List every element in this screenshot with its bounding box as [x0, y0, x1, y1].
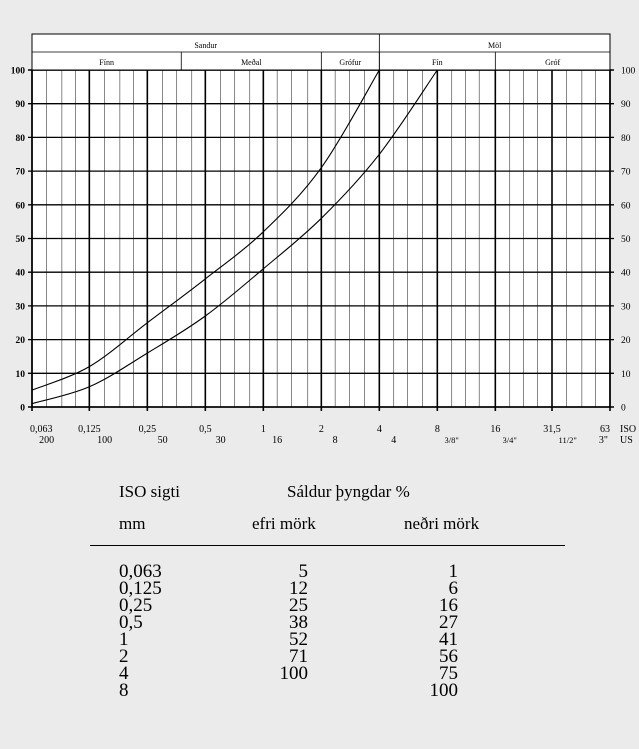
y-tick-label-left: 10	[16, 370, 26, 380]
x-tick-label-iso: 0,125	[78, 424, 101, 435]
x-tick-label-iso: 0,5	[199, 424, 212, 435]
table-rule	[90, 545, 565, 546]
iso-cell: 0,125	[119, 578, 162, 599]
table-row: 0,125 12 6	[0, 578, 639, 599]
y-tick-label-left: 90	[16, 100, 26, 110]
table-row: 4 100 75	[0, 663, 639, 684]
y-tick-label-right: 40	[621, 269, 631, 279]
passing-header: Sáldur þyngdar %	[287, 482, 410, 501]
table-row: 0,5 38 27	[0, 612, 639, 633]
classification-label: Möl	[488, 41, 502, 50]
y-tick-label-left: 0	[20, 404, 25, 414]
y-tick-label-left: 30	[16, 302, 26, 312]
upper-cell: 52	[289, 629, 308, 650]
table-row: 8 100	[0, 680, 639, 701]
x-axis-label-iso: ISO	[620, 424, 636, 435]
iso-cell: 2	[119, 646, 129, 667]
iso-cell: 1	[119, 629, 129, 650]
y-tick-label-left: 20	[16, 336, 26, 346]
x-tick-label-iso: 0,25	[139, 424, 157, 435]
x-tick-label-iso: 0,063	[30, 424, 53, 435]
lower-cell: 6	[448, 578, 459, 599]
x-tick-label-us: 4	[391, 435, 396, 446]
upper-cell: 100	[279, 663, 309, 684]
upper-limit-header: efri mörk	[252, 514, 316, 533]
iso-sieve-header: ISO sigti	[119, 482, 180, 501]
x-tick-label-iso: 2	[319, 424, 324, 435]
x-tick-label-us: 30	[216, 435, 226, 446]
x-tick-label-iso: 8	[435, 424, 440, 435]
x-tick-label-us: 8	[333, 435, 338, 446]
y-tick-label-right: 50	[621, 235, 631, 245]
y-tick-label-right: 10	[621, 370, 631, 380]
classification-sublabel: Meðal	[241, 58, 262, 67]
x-tick-label-us: 100	[97, 435, 112, 446]
x-tick-label-us: 3"	[599, 435, 608, 446]
upper-cell: 25	[289, 595, 308, 616]
lower-cell: 1	[448, 561, 459, 582]
iso-cell: 0,5	[119, 612, 143, 633]
x-tick-label-iso: 1	[261, 424, 266, 435]
x-tick-label-iso: 16	[490, 424, 500, 435]
x-tick-label-iso: 31,5	[543, 424, 561, 435]
x-tick-label-iso: 63	[600, 424, 610, 435]
y-tick-label-left: 80	[16, 134, 26, 144]
y-tick-label-right: 0	[621, 404, 626, 414]
lower-cell: 56	[439, 646, 458, 667]
x-axis-label-us: US	[620, 435, 633, 446]
y-tick-label-right: 90	[621, 100, 631, 110]
iso-cell: 8	[119, 680, 129, 701]
upper-cell: 12	[289, 578, 308, 599]
classification-sublabel: Fín	[432, 58, 443, 67]
table-row: 2 71 56	[0, 646, 639, 667]
table-row: 0,25 25 16	[0, 595, 639, 616]
table-row: 0,063 5 1	[0, 561, 639, 582]
classification-sublabel: Fínn	[99, 58, 114, 67]
x-tick-label-us: 200	[39, 435, 54, 446]
lower-limit-header: neðri mörk	[404, 514, 480, 533]
y-tick-label-right: 80	[621, 134, 631, 144]
lower-cell: 16	[439, 595, 458, 616]
x-tick-label-iso: 4	[377, 424, 382, 435]
mm-header: mm	[119, 514, 146, 533]
y-tick-label-left: 40	[16, 269, 26, 279]
y-tick-label-right: 100	[621, 67, 636, 77]
y-tick-label-left: 60	[16, 201, 26, 211]
lower-cell: 100	[429, 680, 459, 701]
table-row: 1 52 41	[0, 629, 639, 650]
x-tick-label-us: 3/4"	[503, 435, 517, 445]
y-tick-label-right: 60	[621, 201, 631, 211]
lower-cell: 75	[439, 663, 458, 684]
lower-cell: 27	[439, 612, 458, 633]
y-tick-label-left: 50	[16, 235, 26, 245]
classification-sublabel: Grófur	[339, 58, 361, 67]
y-tick-label-left: 70	[16, 168, 26, 178]
lower-limit-curve	[31, 69, 438, 405]
x-tick-label-us: 11/2"	[559, 435, 577, 445]
iso-cell: 0,063	[119, 561, 162, 582]
y-tick-label-right: 30	[621, 302, 631, 312]
upper-cell: 38	[289, 612, 308, 633]
x-tick-label-us: 50	[158, 435, 168, 446]
classification-sublabel: Gróf	[545, 58, 560, 67]
classification-label: Sandur	[194, 41, 217, 50]
x-tick-label-us: 16	[272, 435, 282, 446]
x-tick-label-us: 3/8"	[445, 435, 459, 445]
upper-cell: 71	[289, 646, 308, 667]
y-tick-label-right: 70	[621, 168, 631, 178]
upper-cell: 5	[298, 561, 309, 582]
lower-cell: 41	[439, 629, 458, 650]
iso-cell: 0,25	[119, 595, 153, 616]
upper-limit-curve	[31, 69, 380, 391]
iso-cell: 4	[119, 663, 129, 684]
y-tick-label-right: 20	[621, 336, 631, 346]
y-tick-label-left: 100	[11, 67, 26, 77]
